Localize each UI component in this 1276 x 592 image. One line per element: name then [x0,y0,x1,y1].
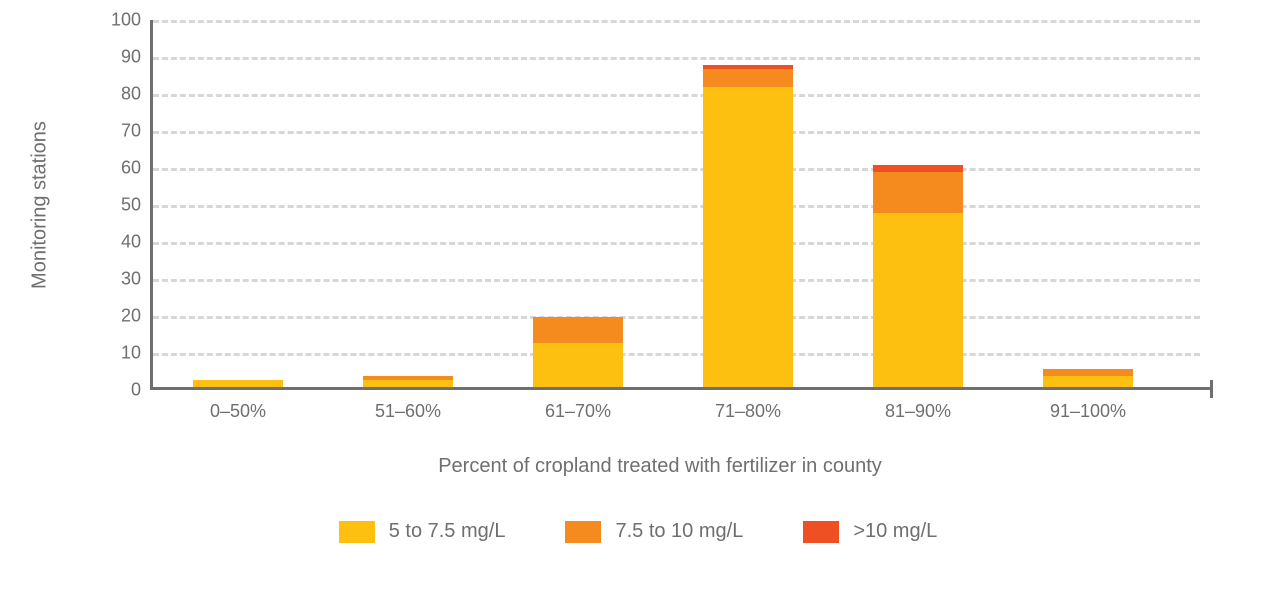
bar-segment [533,317,623,343]
y-tick-label: 100 [103,10,153,31]
gridline [153,168,1200,171]
legend-label: >10 mg/L [853,520,937,543]
legend-swatch [339,521,375,543]
legend: 5 to 7.5 mg/L 7.5 to 10 mg/L >10 mg/L [0,520,1276,543]
y-tick-label: 80 [103,84,153,105]
bar-group [1043,369,1133,387]
bar-segment [873,213,963,387]
gridline [153,279,1200,282]
gridline [153,94,1200,97]
y-tick-label: 60 [103,158,153,179]
gridline [153,316,1200,319]
legend-item: 7.5 to 10 mg/L [565,520,743,543]
x-tick-label: 91–100% [1050,387,1126,422]
chart-container: Monitoring stations 01020304050607080901… [0,0,1276,592]
x-tick-label: 0–50% [210,387,266,422]
bar-segment [193,380,283,387]
legend-swatch [565,521,601,543]
y-tick-label: 10 [103,343,153,364]
bar-group [873,165,963,387]
gridline [153,353,1200,356]
y-tick-label: 90 [103,47,153,68]
gridline [153,57,1200,60]
x-tick-label: 61–70% [545,387,611,422]
legend-label: 5 to 7.5 mg/L [389,520,506,543]
bar-segment [873,172,963,213]
y-tick-label: 20 [103,306,153,327]
x-tick-label: 71–80% [715,387,781,422]
gridline [153,20,1200,23]
x-axis-title: Percent of cropland treated with fertili… [438,455,882,478]
bar-segment [1043,369,1133,376]
legend-swatch [803,521,839,543]
bar-segment [363,380,453,387]
gridline [153,131,1200,134]
y-tick-label: 40 [103,232,153,253]
bar-group [703,65,793,387]
x-axis-end-tick [1210,380,1213,398]
x-axis-extension [1170,387,1210,390]
bar-segment [873,165,963,172]
y-tick-label: 70 [103,121,153,142]
bar-group [193,380,283,387]
bar-group [533,317,623,387]
bar-segment [703,87,793,387]
y-tick-label: 50 [103,195,153,216]
legend-item: 5 to 7.5 mg/L [339,520,506,543]
y-tick-label: 30 [103,269,153,290]
bar-group [363,376,453,387]
y-tick-label: 0 [103,380,153,401]
bar-segment [1043,376,1133,387]
bar-segment [703,69,793,88]
y-axis-title: Monitoring stations [29,121,52,289]
plot-area: 01020304050607080901000–50%51–60%61–70%7… [150,20,1170,390]
x-tick-label: 51–60% [375,387,441,422]
gridline [153,205,1200,208]
legend-item: >10 mg/L [803,520,937,543]
x-tick-label: 81–90% [885,387,951,422]
bar-segment [533,343,623,387]
legend-label: 7.5 to 10 mg/L [615,520,743,543]
gridline [153,242,1200,245]
